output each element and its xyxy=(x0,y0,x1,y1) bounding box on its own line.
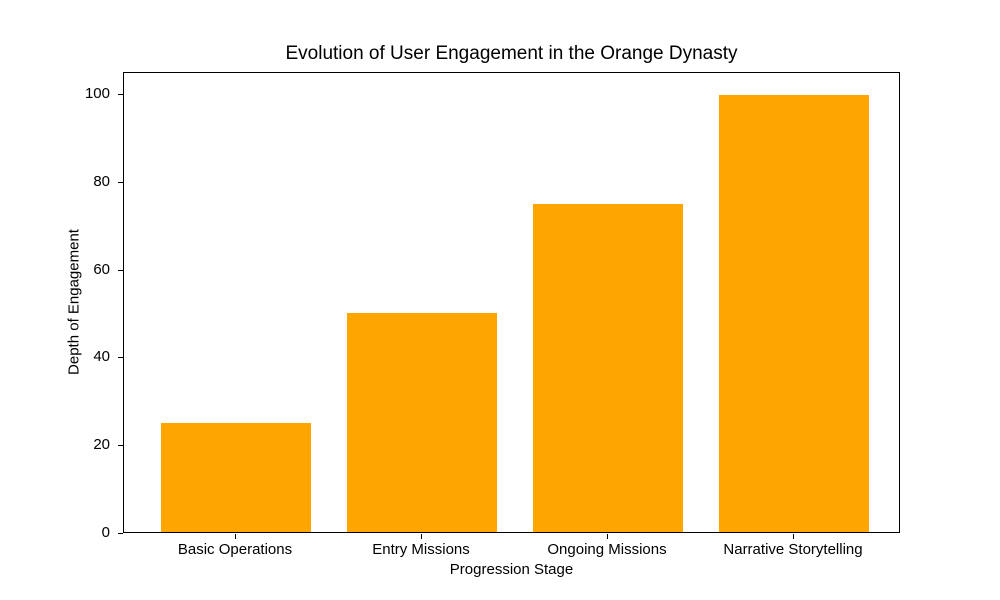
x-tick-mark xyxy=(607,534,608,539)
y-tick-label: 60 xyxy=(93,260,110,278)
x-tick-mark xyxy=(421,534,422,539)
x-tick-mark xyxy=(793,534,794,539)
chart-title: Evolution of User Engagement in the Oran… xyxy=(285,43,738,64)
y-tick-mark xyxy=(118,357,123,359)
plot-area xyxy=(123,72,900,533)
bar-basic-operations xyxy=(161,422,311,532)
y-tick-label: 40 xyxy=(93,348,110,366)
y-tick-label: 0 xyxy=(101,524,110,541)
x-tick-label: Basic Operations xyxy=(177,541,293,558)
y-tick-mark xyxy=(118,181,123,183)
y-tick-label: 20 xyxy=(93,436,110,454)
y-tick-label: 80 xyxy=(93,172,110,190)
y-tick-mark xyxy=(118,269,123,271)
y-tick-mark xyxy=(118,93,123,95)
bar-ongoing-missions xyxy=(533,204,683,532)
bar-narrative-storytelling xyxy=(719,94,869,532)
y-tick-mark xyxy=(118,445,123,447)
y-tick-mark xyxy=(118,533,123,534)
x-tick-label: Ongoing Missions xyxy=(547,541,667,558)
x-tick-label: Entry Missions xyxy=(372,541,470,558)
x-tick-label: Narrative Storytelling xyxy=(723,541,863,558)
x-axis-label: Progression Stage xyxy=(449,561,574,578)
bar-entry-missions xyxy=(347,313,497,532)
x-tick-mark xyxy=(235,534,236,539)
y-tick-label: 100 xyxy=(84,84,110,102)
